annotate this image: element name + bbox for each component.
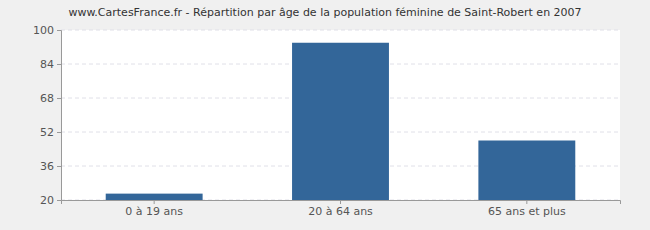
y-tick: 68	[40, 92, 61, 105]
bar	[292, 43, 389, 200]
x-axis: 0 à 19 ans 20 à 64 ans 65 ans et plus	[62, 200, 621, 218]
x-tick: 0 à 19 ans	[125, 200, 183, 218]
y-axis-line	[57, 31, 62, 201]
y-axis: 20 36 52 68 84 100	[33, 24, 62, 207]
y-tick-mark	[57, 166, 61, 167]
y-tick-mark	[57, 200, 61, 201]
x-tick-label: 20 à 64 ans	[308, 205, 373, 218]
x-axis-line	[62, 201, 621, 205]
y-tick: 52	[40, 126, 61, 139]
grid	[61, 30, 620, 200]
y-tick: 100	[33, 24, 61, 37]
y-tick-label: 20	[40, 194, 54, 207]
grid-line	[61, 30, 620, 31]
y-tick-label: 36	[40, 160, 54, 173]
y-tick: 84	[40, 58, 61, 71]
y-tick: 36	[40, 160, 61, 173]
title: www.CartesFrance.fr - Répartition par âg…	[68, 6, 581, 19]
y-tick-mark	[57, 30, 61, 31]
y-tick-mark	[57, 64, 61, 65]
plot-background	[61, 30, 620, 200]
bar	[478, 141, 575, 201]
y-tick-mark	[57, 98, 61, 99]
y-tick-label: 84	[40, 58, 54, 71]
y-tick: 20	[40, 194, 61, 207]
x-tick-mark	[340, 200, 341, 204]
x-tick: 65 ans et plus	[488, 200, 566, 218]
background	[0, 0, 650, 230]
x-tick-label: 65 ans et plus	[488, 205, 566, 218]
x-tick-mark	[526, 200, 527, 204]
y-tick-label: 52	[40, 126, 54, 139]
x-tick-mark	[154, 200, 155, 204]
bars	[106, 43, 576, 200]
y-tick-label: 68	[40, 92, 54, 105]
bar	[106, 194, 203, 200]
x-tick: 20 à 64 ans	[308, 200, 373, 218]
y-tick-mark	[57, 132, 61, 133]
y-tick-label: 100	[33, 24, 54, 37]
plot: 20 36 52 68 84 100 0 à 19 ans 20 à 64 ans 65 ans…	[33, 24, 621, 218]
x-tick-label: 0 à 19 ans	[125, 205, 183, 218]
chart: www.CartesFrance.fr - Répartition par âg…	[0, 0, 650, 230]
